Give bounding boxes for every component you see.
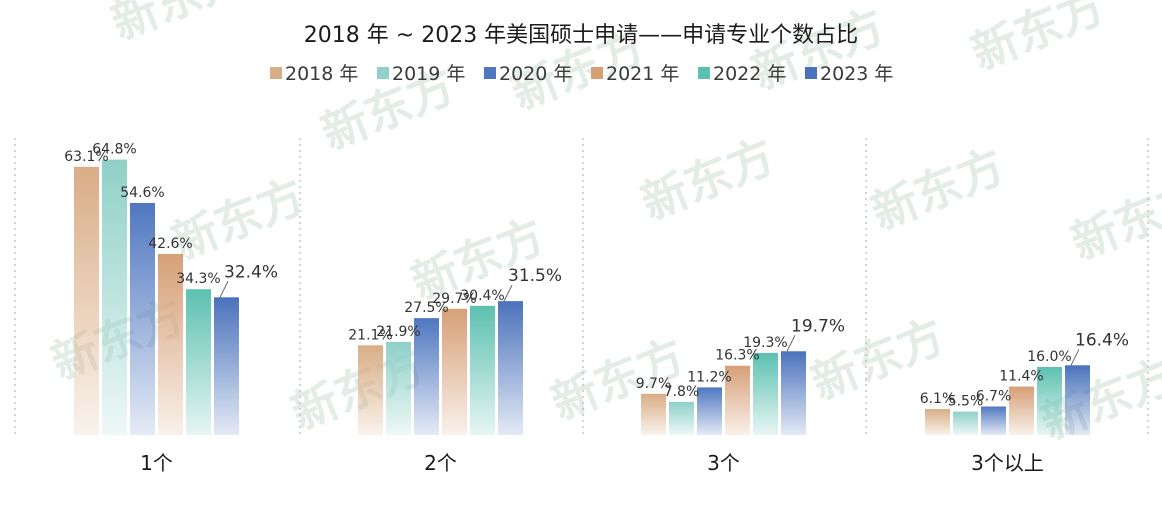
bars: [74, 159, 1090, 435]
bar: [158, 253, 183, 435]
legend-label: 2021 年: [606, 63, 679, 85]
bar: [725, 365, 750, 435]
legend-swatch: [591, 67, 603, 79]
label-leader-line: [219, 281, 229, 298]
data-label: 27.5%: [404, 300, 448, 316]
data-label: 5.5%: [948, 394, 984, 410]
data-label: 63.1%: [64, 149, 108, 165]
chart-title: 2018 年 ~ 2023 年美国硕士申请——申请专业个数占比: [304, 23, 858, 48]
data-label: 19.3%: [743, 335, 787, 351]
bar: [102, 159, 127, 435]
bar: [414, 318, 439, 435]
bar: [981, 406, 1006, 435]
legend-swatch: [377, 67, 389, 79]
data-label: 42.6%: [148, 236, 192, 252]
label-leader-line: [1070, 349, 1080, 366]
legend-label: 2020 年: [499, 63, 572, 85]
data-label: 11.4%: [999, 369, 1043, 385]
data-label: 32.4%: [224, 262, 278, 282]
data-label: 54.6%: [120, 185, 164, 201]
legend-swatch: [698, 67, 710, 79]
bar: [925, 409, 950, 435]
legend-label: 2019 年: [392, 63, 465, 85]
bar: [641, 393, 666, 435]
category-label: 3个: [707, 451, 740, 475]
bar: [498, 301, 523, 435]
value-labels: 63.1%64.8% 54.6% 42.6% 34.3% 32.4% 21.1%21.9%…: [64, 142, 1129, 410]
watermark-text: 新东方: [634, 128, 782, 230]
bar: [953, 411, 978, 435]
bar: [470, 305, 495, 435]
data-label: 16.0%: [1027, 349, 1071, 365]
watermark-text: 新东方: [104, 0, 252, 50]
watermark-text: 新东方: [964, 0, 1112, 80]
legend-label: 2022 年: [713, 63, 786, 85]
legend-swatch: [484, 67, 496, 79]
bar: [1009, 386, 1034, 435]
data-label: 64.8%: [92, 142, 136, 158]
category-label: 3个以上: [971, 451, 1044, 475]
data-label: 11.2%: [687, 369, 731, 385]
data-label: 7.8%: [664, 384, 700, 400]
label-leader-line: [786, 335, 796, 352]
data-label: 21.1%: [348, 327, 392, 343]
label-leader-line: [503, 284, 513, 302]
bar: [130, 202, 155, 435]
data-label: 31.5%: [508, 266, 562, 286]
bar: [386, 341, 411, 435]
bar: [669, 401, 694, 435]
category-labels: 1个 2个 3个 3个以上: [140, 451, 1044, 475]
data-label: 21.9%: [376, 324, 420, 340]
bar: [358, 345, 383, 435]
bar: [214, 297, 239, 435]
watermark-text: 新东方: [864, 138, 1012, 240]
watermark-text: 新东方: [1064, 168, 1162, 270]
group-separators: [14, 138, 1149, 436]
data-label: 6.7%: [976, 389, 1012, 405]
bar: [442, 308, 467, 435]
data-label: 16.3%: [715, 348, 759, 364]
bar: [1037, 367, 1062, 435]
data-label: 29.7%: [432, 291, 476, 307]
watermark-text: 新东方: [744, 0, 892, 100]
bar: [74, 166, 99, 435]
bar: [1065, 365, 1090, 435]
data-label: 34.3%: [176, 271, 220, 287]
bar: [186, 289, 211, 435]
category-label: 2个: [424, 451, 457, 475]
watermark-text: 新东方: [164, 168, 312, 270]
legend: 2018 年 2019 年 2020 年 2021 年 2022 年 2023 年: [270, 63, 893, 85]
data-label: 9.7%: [636, 376, 672, 392]
legend-label: 2018 年: [285, 63, 358, 85]
bar: [781, 351, 806, 435]
legend-swatch: [270, 67, 282, 79]
bar: [753, 352, 778, 435]
data-label: 6.1%: [920, 391, 956, 407]
bar: [697, 387, 722, 435]
legend-label: 2023 年: [820, 63, 893, 85]
data-label: 16.4%: [1075, 330, 1129, 350]
category-label: 1个: [140, 451, 173, 475]
legend-swatch: [805, 67, 817, 79]
data-label: 19.7%: [791, 316, 845, 336]
data-label: 30.4%: [460, 288, 504, 304]
